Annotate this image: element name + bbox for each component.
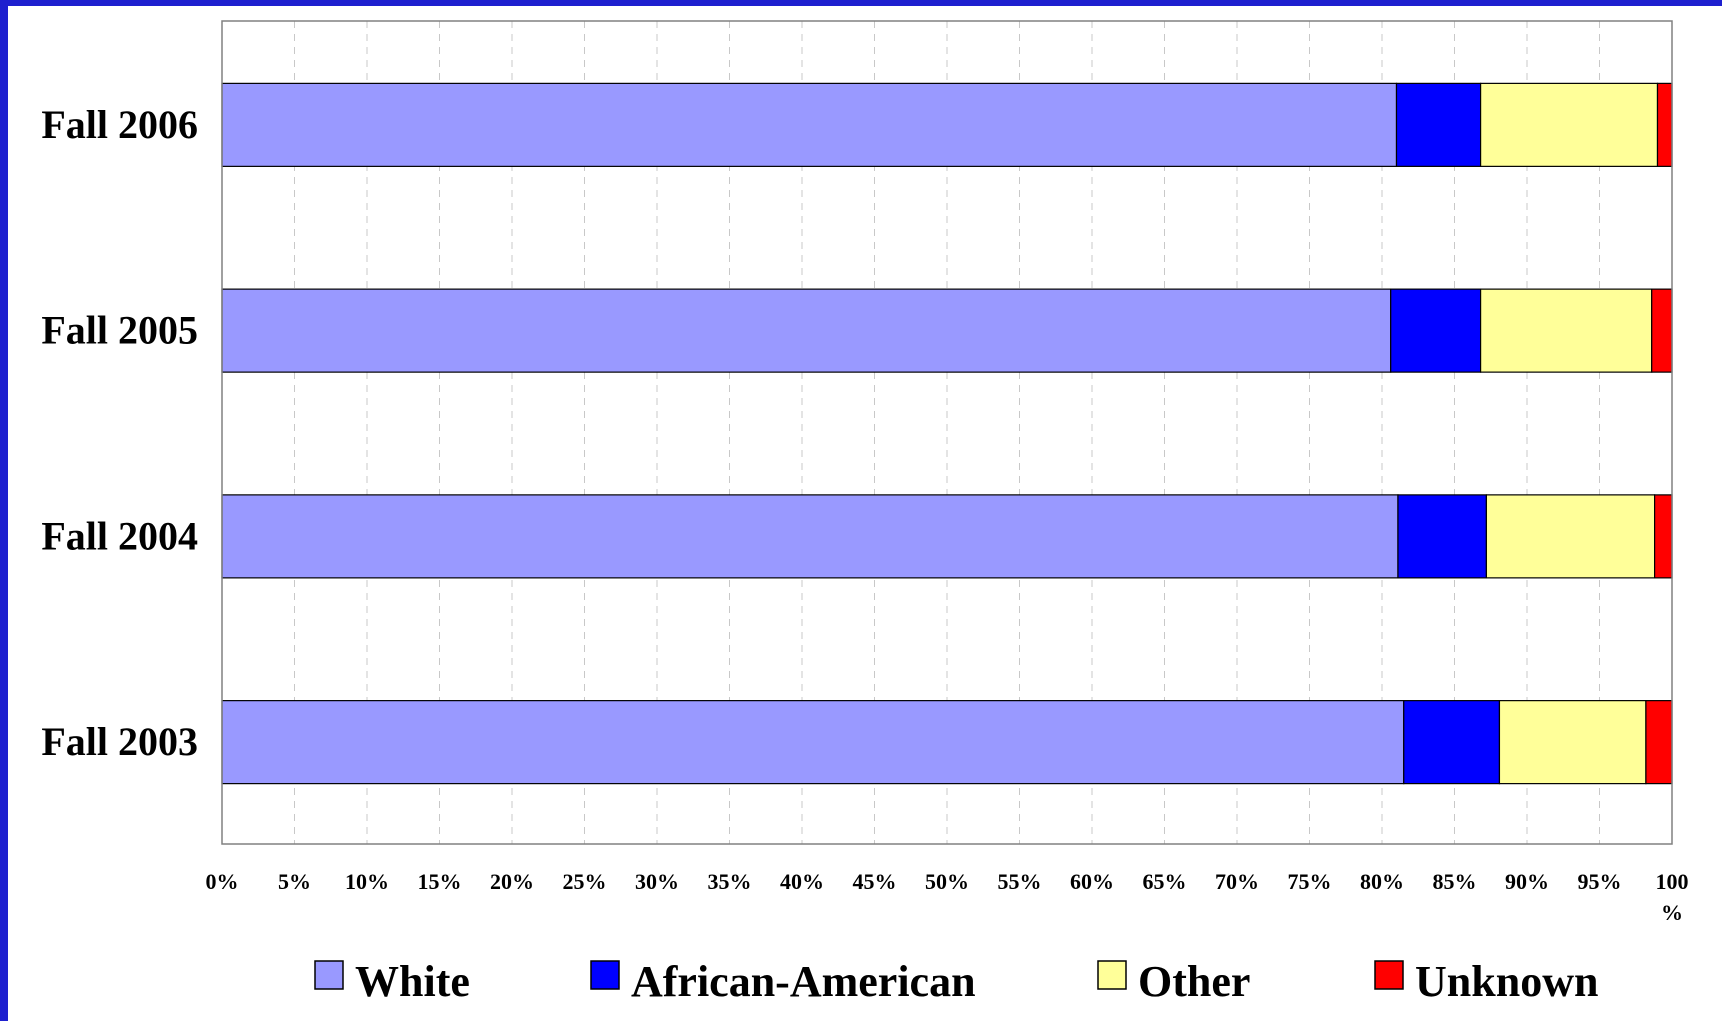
y-axis-labels: Fall 2006 Fall 2005 Fall 2004 Fall 2003 [41,102,198,764]
legend: White African-American Other Unknown [314,957,1598,1006]
x-tick-label-1: 5% [278,869,311,894]
bars [221,82,1673,785]
x-tick-label-16: 80% [1360,869,1404,894]
legend-swatch-white [314,960,344,990]
y-label-fall-2003: Fall 2003 [41,719,198,764]
bar-fall-2005-white [221,288,1392,373]
x-tick-label-17: 85% [1433,869,1477,894]
chart-frame: Fall 2006 Fall 2005 Fall 2004 Fall 2003 0% 5… [8,6,1722,1021]
legend-swatch-other [1097,960,1127,990]
x-tick-label-6: 30% [635,869,679,894]
bar-fall-2006-african-american [1395,82,1482,167]
y-label-fall-2006: Fall 2006 [41,102,198,147]
bar-fall-2005-african-american [1390,288,1482,373]
bar-fall-2005-other [1479,288,1653,373]
plot-area-border [221,20,1673,845]
x-tick-label-18: 90% [1505,869,1549,894]
legend-label-other: Other [1138,957,1250,1006]
x-tick-label-10: 50% [925,869,969,894]
bar-fall-2003-african-american [1403,700,1501,785]
bar-fall-2006-other [1479,82,1659,167]
legend-label-african-american: African-American [631,957,976,1006]
x-tick-label-15: 75% [1288,869,1332,894]
x-tick-label-8: 40% [780,869,824,894]
x-tick-label-2: 10% [345,869,389,894]
x-tick-label-5: 25% [563,869,607,894]
bar-fall-2004-white [221,494,1399,579]
x-tick-label-4: 20% [490,869,534,894]
bar-fall-2004-unknown [1653,494,1673,579]
legend-label-white: White [355,957,470,1006]
x-tick-label-11: 55% [998,869,1042,894]
x-tick-label-20: 100% [1656,869,1689,925]
stacked-bar-chart: Fall 2006 Fall 2005 Fall 2004 Fall 2003 0% 5… [41,20,1689,1006]
x-tick-label-14: 70% [1215,869,1259,894]
bar-fall-2003-white [221,700,1405,785]
legend-swatch-african-american [590,960,620,990]
x-tick-label-19: 95% [1578,869,1622,894]
x-axis-tick-labels: 0% 5% 10% 15% 20% 25% 30% 35% 40% 45% 50% 55% 60% 65%… [206,869,1689,925]
bar-fall-2003-other [1498,700,1647,785]
x-tick-label-7: 35% [708,869,752,894]
bar-fall-2005-unknown [1651,288,1673,373]
x-tick-label-3: 15% [418,869,462,894]
x-tick-label-9: 45% [853,869,897,894]
bar-fall-2006-unknown [1656,82,1673,167]
x-tick-label-13: 65% [1143,869,1187,894]
x-tick-label-0: 0% [206,869,239,894]
bar-fall-2004-other [1485,494,1656,579]
y-label-fall-2004: Fall 2004 [41,513,198,558]
legend-label-unknown: Unknown [1415,957,1598,1006]
bar-fall-2004-african-american [1397,494,1487,579]
x-tick-label-12: 60% [1070,869,1114,894]
bar-fall-2003-unknown [1645,700,1673,785]
legend-swatch-unknown [1374,960,1404,990]
y-label-fall-2005: Fall 2005 [41,308,198,353]
bar-fall-2006-white [221,82,1398,167]
